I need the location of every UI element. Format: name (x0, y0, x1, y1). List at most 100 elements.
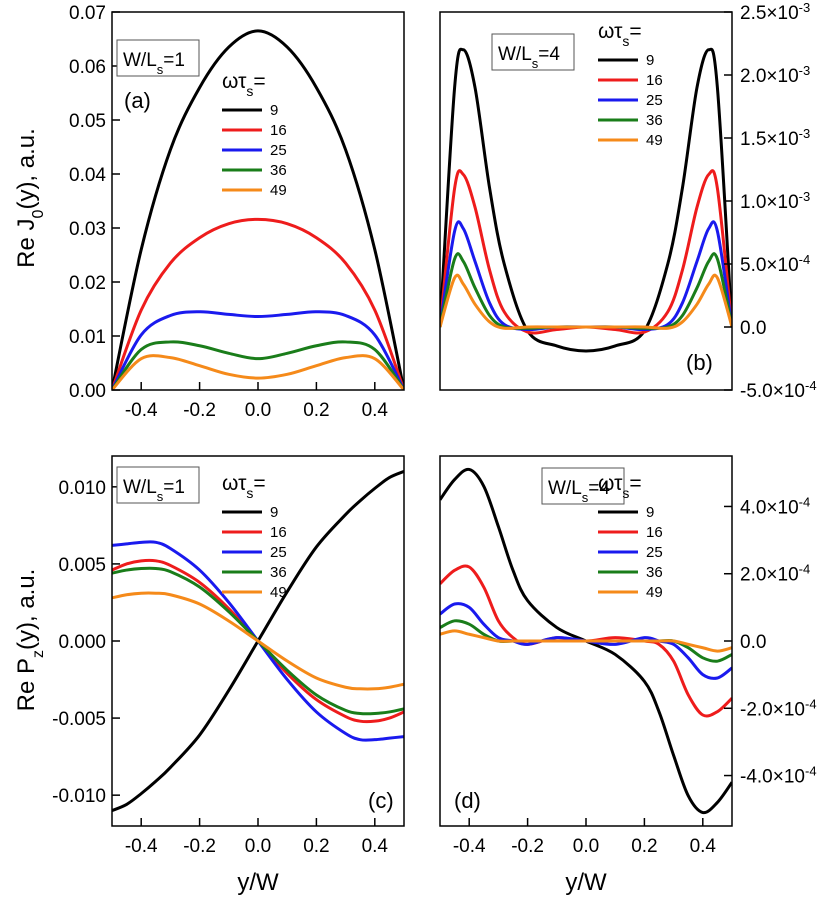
legend-label: 49 (270, 584, 287, 601)
panel-letter: (a) (124, 88, 151, 113)
y-tick-label: 0.07 (69, 3, 106, 24)
legend-label: 36 (270, 162, 287, 179)
legend-title: ωτs= (222, 472, 266, 501)
x-axis-label-right: y/W (565, 869, 607, 896)
y-tick-label: 4.0×10-4 (740, 494, 810, 519)
series-line-25 (440, 220, 732, 332)
panel-letter: (c) (368, 788, 394, 813)
ratio-label-box (491, 33, 575, 71)
legend: ωτs=9 16 25 36 49 (598, 20, 663, 149)
series-group (112, 29, 404, 390)
ratio-label-box (541, 467, 625, 505)
x-tick-label: -0.2 (511, 836, 544, 857)
series-line-25 (112, 310, 404, 390)
y-tick-label: 0.04 (69, 165, 106, 186)
ratio-label-box (116, 466, 200, 504)
x-tick-label: -0.4 (125, 836, 158, 857)
y-tick-label: 2.5×10-3 (740, 0, 810, 24)
y-tick-label: 0.03 (69, 219, 106, 240)
legend-label: 25 (646, 544, 663, 561)
legend-label: 36 (646, 112, 663, 129)
panel-letter: (d) (454, 788, 481, 813)
legend-label: 16 (270, 524, 287, 541)
series-group (112, 470, 404, 812)
y-tick-label: 0.00 (69, 381, 106, 402)
y-tick-label: 0.010 (58, 478, 106, 499)
series-line-36 (112, 340, 404, 390)
panel-b: -5.0×10-4 0.0 5.0×10-4 1.0×10-3 1.5×10-3 2.0×… (439, 0, 817, 403)
x-tick-label: 0.0 (245, 400, 271, 421)
x-tick-label: -0.2 (183, 836, 216, 857)
series-line-16 (112, 217, 404, 390)
y-tick-label: -0.005 (52, 709, 106, 730)
legend-title: ωτs= (222, 70, 266, 99)
series-line-49 (440, 629, 732, 653)
legend-label: 16 (270, 122, 287, 139)
y-tick-label: 0.02 (69, 273, 106, 294)
y-axis-label-bottom: Re Pz(y), a.u. (13, 569, 47, 712)
legend: ωτs=9 16 25 36 49 (222, 70, 287, 199)
panel-a: 0.00 0.01 0.02 0.03 0.04 0.05 0.06 0.07 -0.4 -0.2… (69, 3, 405, 421)
panel-letter: (b) (686, 350, 713, 375)
series-group (440, 47, 732, 353)
x-axis-label-left: y/W (237, 869, 279, 896)
series-line-49 (440, 273, 732, 330)
x-tick-label: 0.0 (245, 836, 271, 857)
ratio-label: W/Ls=4 (498, 44, 560, 71)
y-tick-label: 1.0×10-3 (740, 189, 810, 214)
legend: ωτs=9 16 25 36 49 (598, 472, 663, 601)
panel-d: -4.0×10-4 -2.0×10-4 0.0 2.0×10-4 4.0×10-4 -0.… (439, 455, 817, 857)
y-tick-label: 0.06 (69, 57, 106, 78)
legend-label: 9 (270, 504, 278, 521)
legend-title: ωτs= (598, 20, 642, 49)
legend-label: 16 (646, 524, 663, 541)
x-tick-label: -0.4 (453, 836, 486, 857)
y-tick-label: 0.005 (58, 555, 106, 576)
y-tick-label: 0.01 (69, 327, 106, 348)
y-tick-label: -5.0×10-4 (740, 378, 817, 403)
ratio-label: W/Ls=1 (123, 477, 185, 504)
series-group (440, 467, 732, 815)
plot-frame (439, 11, 733, 391)
ratio-label: W/Ls=4 (548, 478, 610, 505)
legend-label: 16 (646, 72, 663, 89)
ratio-label: W/Ls=1 (123, 50, 185, 77)
legend: ωτs=9 16 25 36 49 (222, 472, 287, 601)
legend-label: 9 (646, 504, 654, 521)
series-line-49 (112, 591, 404, 691)
legend-label: 36 (646, 564, 663, 581)
legend-label: 25 (270, 544, 287, 561)
x-tick-label: 0.4 (362, 400, 389, 421)
x-tick-label: 0.2 (631, 836, 657, 857)
y-tick-label: 2.0×10-4 (740, 561, 810, 586)
series-line-9 (440, 47, 732, 353)
legend-label: 36 (270, 564, 287, 581)
x-tick-label: 0.2 (303, 836, 329, 857)
legend-label: 25 (646, 92, 663, 109)
x-tick-label: 0.2 (303, 400, 329, 421)
series-line-49 (112, 354, 404, 390)
y-tick-label: -4.0×10-4 (740, 763, 817, 788)
x-tick-label: -0.4 (125, 400, 158, 421)
legend-label: 49 (270, 182, 287, 199)
legend-label: 49 (646, 132, 663, 149)
series-line-9 (112, 29, 404, 390)
x-tick-label: 0.0 (573, 836, 599, 857)
x-tick-label: -0.2 (183, 400, 216, 421)
y-tick-label: 0.0 (740, 632, 766, 653)
y-tick-label: 0.000 (58, 632, 106, 653)
legend-label: 9 (646, 52, 654, 69)
legend-label: 49 (646, 584, 663, 601)
ratio-label-box (116, 39, 200, 77)
x-tick-label: 0.4 (690, 836, 717, 857)
legend-label: 25 (270, 142, 287, 159)
y-tick-label: 1.5×10-3 (740, 126, 810, 151)
y-tick-label: 2.0×10-3 (740, 63, 810, 88)
panel-c: -0.010 -0.005 0.000 0.005 0.010 -0.4 -0.2 0.0 0.… (52, 455, 405, 857)
legend-title: ωτs= (598, 472, 642, 501)
y-tick-label: 5.0×10-4 (740, 252, 810, 277)
y-tick-label: -0.010 (52, 786, 106, 807)
y-tick-label: 0.05 (69, 111, 106, 132)
y-tick-label: -2.0×10-4 (740, 696, 817, 721)
